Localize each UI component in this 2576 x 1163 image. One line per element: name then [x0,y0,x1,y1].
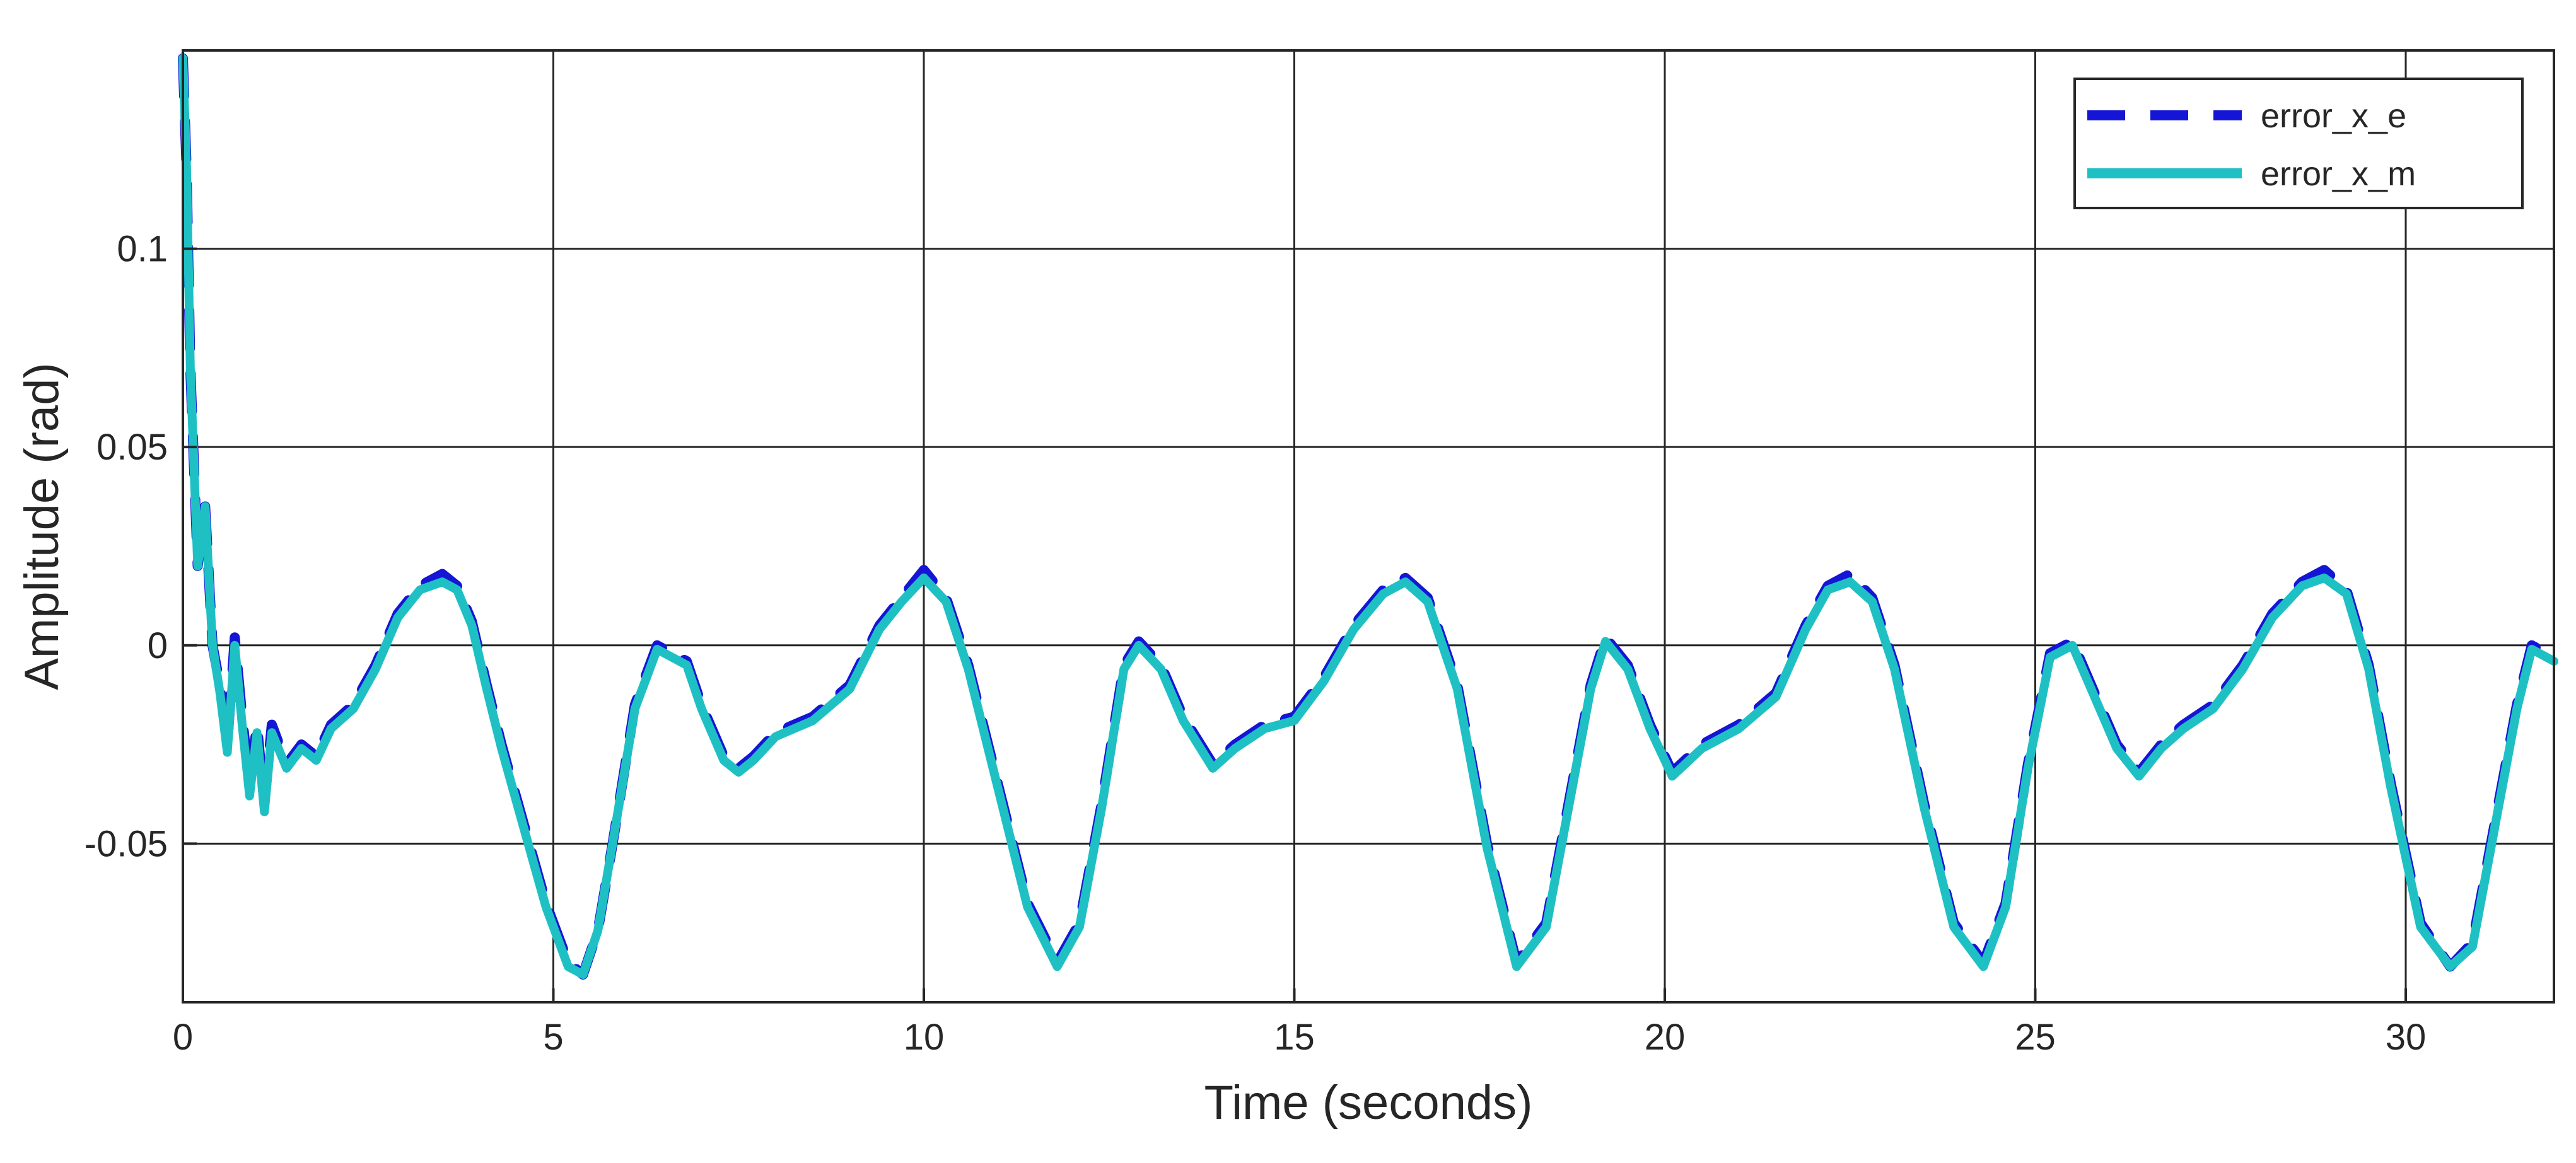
x-tick-label: 25 [2015,1017,2056,1058]
x-axis-title: Time (seconds) [1204,1076,1533,1130]
legend: error_x_e error_x_m [2073,78,2524,209]
legend-label-error-x-m: error_x_m [2261,155,2416,193]
y-tick-label: 0.1 [117,229,168,270]
y-tick-label: -0.05 [85,823,168,864]
y-tick-label: 0 [148,625,168,666]
series-lines [178,53,2559,980]
x-tick-label: 20 [1645,1017,1686,1058]
legend-label-error-x-e: error_x_e [2261,97,2406,135]
x-tick-label: 10 [904,1017,945,1058]
series-line-error-x-m [178,54,2558,979]
x-tick-label: 30 [2386,1017,2427,1058]
legend-box [2073,78,2524,209]
y-tick-label: 0.05 [96,427,168,468]
x-tick-label: 0 [173,1017,193,1058]
axis-ticks: 0 5 10 15 20 25 30 -0.05 0 0.05 0.1 [85,229,2426,1058]
x-tick-label: 15 [1274,1017,1315,1058]
y-axis-title: Amplitude (rad) [15,362,69,690]
x-tick-label: 5 [543,1017,563,1058]
plot-frame [182,49,2555,1004]
